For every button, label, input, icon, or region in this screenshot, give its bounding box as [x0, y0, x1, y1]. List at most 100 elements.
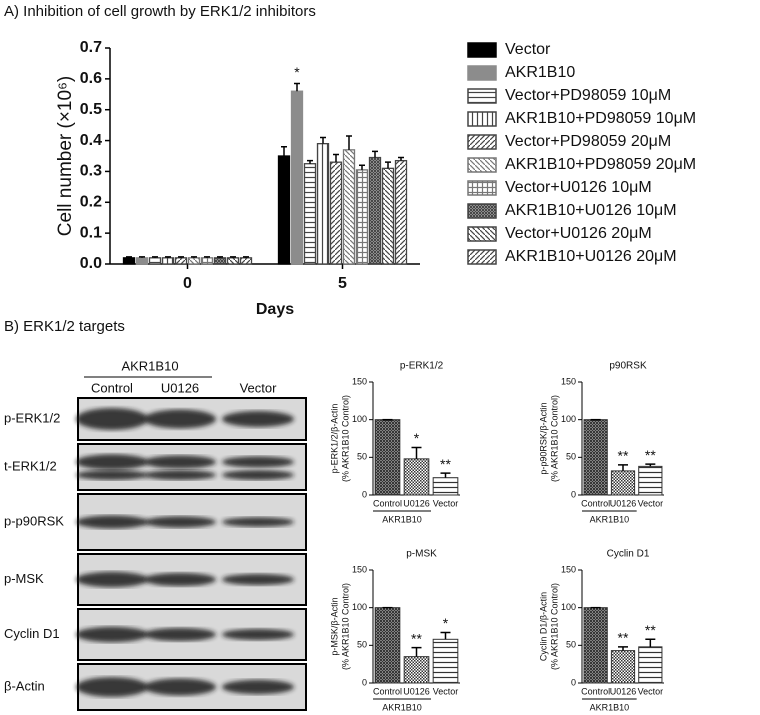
blot-band — [144, 516, 216, 528]
bar — [200, 257, 214, 265]
significance: * — [414, 430, 420, 446]
y-tick-label: 0.0 — [80, 255, 102, 272]
error-bar — [645, 638, 656, 647]
x-tick-label: Control — [581, 686, 610, 696]
bar — [368, 156, 382, 265]
y-tick-label: 0.6 — [80, 70, 102, 87]
bar — [638, 646, 663, 684]
legend-swatch — [467, 226, 497, 242]
bar — [316, 143, 330, 265]
bar — [374, 607, 401, 684]
legend-swatch — [467, 42, 497, 58]
error-bar — [243, 256, 249, 258]
significance: * — [443, 615, 449, 631]
blot-band — [222, 411, 294, 427]
group-label: AKR1B10 — [590, 702, 630, 712]
blot-band — [222, 470, 294, 480]
bar — [303, 163, 317, 265]
y-tick-label: 150 — [561, 376, 576, 386]
y-tick-label: 100 — [561, 602, 576, 612]
significance: ** — [645, 622, 656, 638]
significance: * — [294, 64, 300, 80]
legend-label: Vector — [505, 41, 551, 58]
error-bar — [333, 153, 339, 163]
legend-swatch — [467, 88, 497, 104]
error-bar — [645, 463, 656, 467]
blot-band — [76, 515, 148, 529]
x-tick-label: Vector — [433, 686, 459, 696]
significance: ** — [440, 456, 451, 472]
error-bar — [191, 256, 197, 258]
error-bar — [139, 256, 145, 258]
legend-label: AKR1B10 — [505, 64, 575, 81]
y-axis-label: (% AKR1B10 Control) — [549, 583, 559, 670]
row-label: t-ERK1/2 — [4, 458, 57, 473]
blot-band — [144, 470, 216, 480]
x-tick-label: Vector — [433, 498, 459, 508]
blot-band — [76, 408, 148, 430]
row-label: p-MSK — [4, 571, 44, 586]
bar — [122, 257, 136, 265]
y-axis-label: (% AKR1B10 Control) — [340, 583, 350, 670]
bar — [381, 167, 395, 265]
bar — [187, 257, 201, 265]
bar — [403, 458, 430, 496]
bar — [174, 257, 188, 265]
error-bar — [178, 256, 184, 258]
significance: ** — [411, 630, 422, 646]
bar — [329, 161, 343, 265]
x-tick-label: Vector — [638, 686, 664, 696]
blot-band — [76, 470, 148, 480]
group-label: AKR1B10 — [382, 514, 422, 524]
blot-band — [76, 571, 148, 588]
y-axis-label: p-MSK/β-Actin — [329, 597, 339, 655]
legend-label: Vector+PD98059 10μM — [505, 87, 671, 104]
legend-swatch — [467, 180, 497, 196]
error-bar — [204, 256, 210, 258]
error-bar — [372, 150, 378, 158]
legend-label: AKR1B10+U0126 10μM — [505, 202, 677, 219]
bar — [290, 90, 304, 265]
blot-band — [222, 456, 294, 468]
y-tick-label: 100 — [352, 414, 367, 424]
row-label: β-Actin — [4, 678, 45, 693]
blot-band — [222, 679, 294, 695]
y-axis-label: (% AKR1B10 Control) — [549, 395, 559, 482]
bar — [432, 638, 459, 684]
lane-label: Control — [91, 380, 133, 395]
bar — [355, 169, 369, 265]
y-tick-label: 0.1 — [80, 224, 102, 241]
error-bar — [294, 82, 300, 92]
x-tick-label: Control — [581, 498, 610, 508]
error-bar — [152, 256, 158, 258]
bar — [226, 257, 240, 265]
bar — [610, 650, 636, 684]
error-bar — [398, 156, 404, 161]
error-bar — [359, 164, 365, 170]
bar — [610, 470, 636, 496]
group-label: AKR1B10 — [590, 514, 630, 524]
bar — [239, 257, 253, 265]
blot-band — [144, 409, 216, 429]
legend-label: Vector+PD98059 20μM — [505, 133, 671, 150]
y-tick-label: 0.7 — [80, 39, 102, 56]
y-axis-label: (% AKR1B10 Control) — [340, 395, 350, 482]
x-tick-label: Vector — [638, 498, 664, 508]
x-tick-label: 5 — [338, 275, 347, 292]
x-tick-label: U0126 — [610, 498, 637, 508]
lane-group-label: AKR1B10 — [121, 358, 178, 373]
bar — [638, 465, 663, 496]
legend-swatch — [467, 65, 497, 81]
chart-title: p-MSK — [406, 549, 437, 560]
error-bar — [618, 646, 628, 651]
bar — [213, 257, 227, 265]
legend-swatch — [467, 157, 497, 173]
bar — [394, 159, 408, 265]
y-axis-label: p-p90RSK/β-Actin — [538, 402, 548, 474]
row-label: Cyclin D1 — [4, 626, 60, 641]
y-axis-label: p-ERK1/2/β-Actin — [329, 404, 339, 474]
x-tick-label: U0126 — [610, 686, 637, 696]
legend-label: Vector+U0126 10μM — [505, 179, 652, 196]
legend-swatch — [467, 134, 497, 150]
significance: ** — [645, 447, 656, 463]
